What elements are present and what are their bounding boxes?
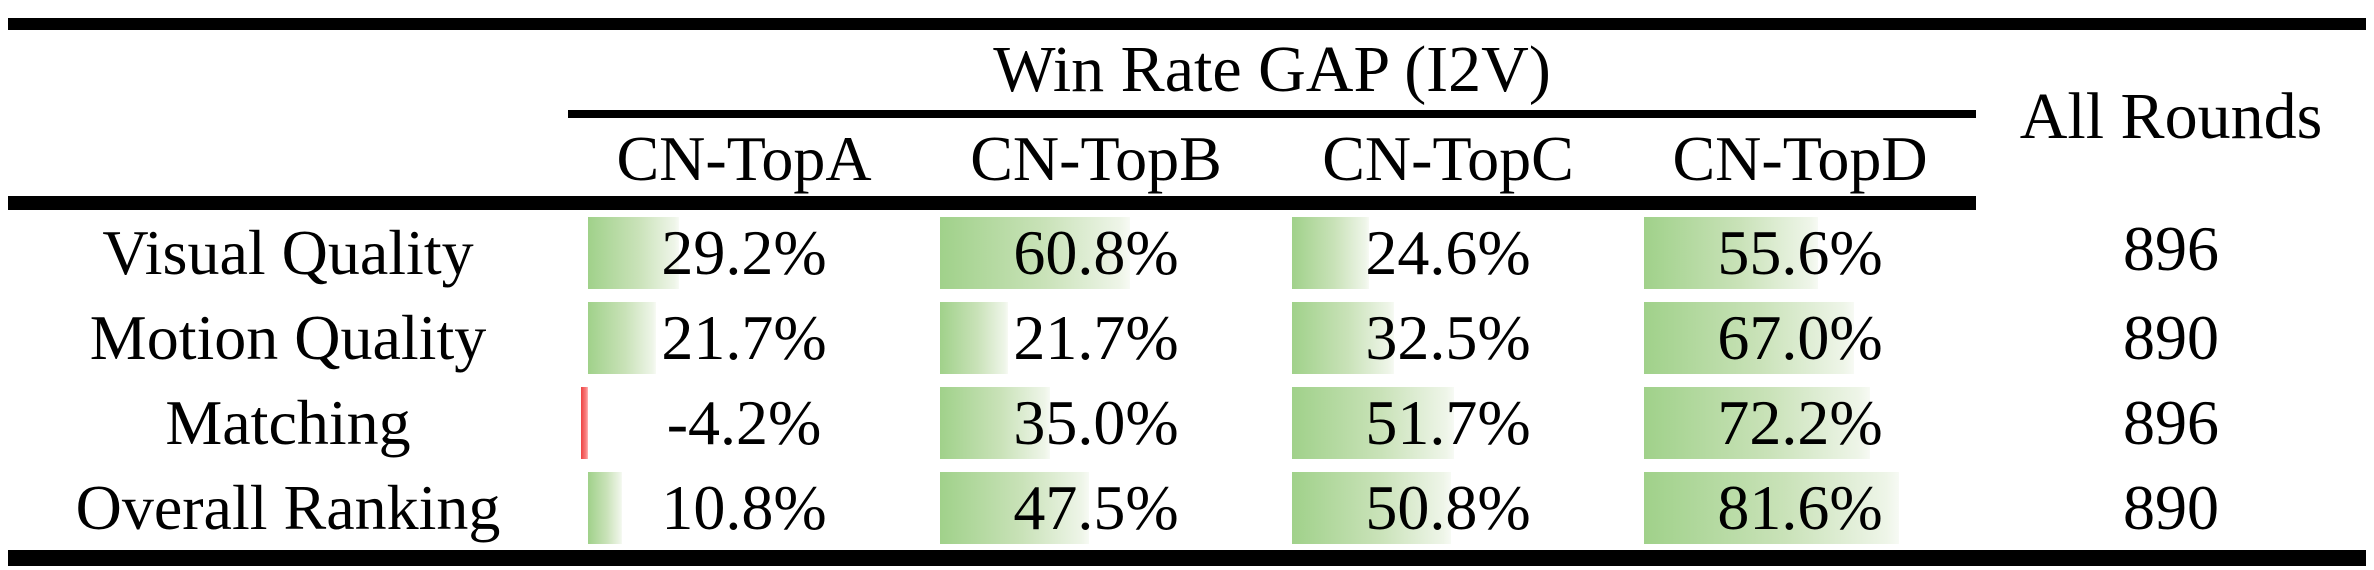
win-rate-value: 50.8% [1365, 471, 1531, 543]
value-cell: 29.2% [568, 203, 920, 295]
bottom-rule [8, 550, 2366, 566]
table-body: Visual Quality 29.2% 60.8% 24.6% 55.6% 896 Mot… [8, 203, 2366, 550]
spanner-row: Win Rate GAP (I2V) All Rounds [8, 30, 2366, 153]
top-rule [8, 18, 2366, 30]
win-rate-value: 32.5% [1365, 301, 1531, 373]
column-header-cn-topb: CN-TopB [920, 114, 1272, 210]
win-rate-value: 47.5% [1013, 471, 1179, 543]
table-header: Win Rate GAP (I2V) All Rounds CN-TopA CN… [8, 30, 2366, 210]
value-cell: 55.6% [1624, 203, 1976, 295]
win-rate-bar [940, 301, 1008, 374]
empty-corner-cell [8, 30, 568, 114]
win-rate-bar [1292, 386, 1454, 459]
win-rate-bar [940, 216, 1130, 289]
column-header-row: CN-TopA CN-TopB CN-TopC CN-TopD [8, 114, 2366, 210]
negative-win-rate-bar [581, 386, 588, 459]
win-rate-bar [1292, 471, 1451, 544]
win-rate-value: 10.8% [661, 471, 827, 543]
win-rate-value: 67.0% [1717, 301, 1883, 373]
all-rounds-header: All Rounds [2019, 79, 2323, 153]
all-rounds-value: 890 [2123, 301, 2219, 373]
win-rate-bar [588, 471, 622, 544]
row-label: Visual Quality [102, 216, 474, 288]
all-rounds-value: 896 [2123, 213, 2219, 284]
all-rounds-value: 896 [2123, 386, 2219, 458]
win-rate-bar [940, 386, 1050, 459]
win-rate-bar [1644, 471, 1899, 544]
value-cell: 35.0% [920, 380, 1272, 465]
win-rate-bar [1644, 386, 1870, 459]
win-rate-value: 29.2% [661, 216, 827, 288]
win-rate-bar [1292, 301, 1394, 374]
table-row: Motion Quality 21.7% 21.7% 32.5% 67.0% 890 [8, 295, 2366, 380]
spanner-header: Win Rate GAP (I2V) [568, 30, 1976, 118]
win-rate-value: 81.6% [1717, 471, 1883, 543]
win-rate-bar [588, 301, 656, 374]
win-rate-value: 21.7% [1013, 301, 1179, 373]
win-rate-table: Win Rate GAP (I2V) All Rounds CN-TopA CN… [8, 30, 2366, 550]
table-row: Matching -4.2% 35.0% 51.7% 72.2% 896 [8, 380, 2366, 465]
column-header-cn-topc: CN-TopC [1272, 114, 1624, 210]
value-cell: -4.2% [568, 380, 920, 465]
win-rate-value: 51.7% [1365, 386, 1531, 458]
value-cell: 21.7% [568, 295, 920, 380]
win-rate-value: 35.0% [1013, 386, 1179, 458]
table-row: Visual Quality 29.2% 60.8% 24.6% 55.6% 896 [8, 203, 2366, 295]
empty-label-header-cell [8, 114, 568, 210]
column-header-cn-topd: CN-TopD [1624, 114, 1976, 210]
value-cell: 51.7% [1272, 380, 1624, 465]
value-cell: 21.7% [920, 295, 1272, 380]
win-rate-value: 72.2% [1717, 386, 1883, 458]
value-cell: 60.8% [920, 203, 1272, 295]
win-rate-value: 55.6% [1717, 216, 1883, 288]
win-rate-value: 21.7% [661, 301, 827, 373]
value-cell: 67.0% [1624, 295, 1976, 380]
win-rate-bar [1644, 216, 1818, 289]
value-cell: 72.2% [1624, 380, 1976, 465]
column-header-cn-topa: CN-TopA [568, 114, 920, 210]
win-rate-bar [1644, 301, 1854, 374]
win-rate-bar [1292, 216, 1369, 289]
value-cell: 24.6% [1272, 203, 1624, 295]
win-rate-value: 60.8% [1013, 216, 1179, 288]
win-rate-value: 24.6% [1365, 216, 1531, 288]
row-label: Matching [165, 386, 411, 458]
value-cell: 32.5% [1272, 295, 1624, 380]
all-rounds-value: 890 [2123, 471, 2219, 543]
win-rate-bar [940, 471, 1089, 544]
win-rate-value: -4.2% [666, 386, 822, 458]
value-cell: 81.6% [1624, 465, 1976, 550]
value-cell: 50.8% [1272, 465, 1624, 550]
row-label: Motion Quality [89, 301, 487, 373]
win-rate-bar [588, 216, 679, 289]
table-row: Overall Ranking 10.8% 47.5% 50.8% 81.6% 890 [8, 465, 2366, 550]
value-cell: 47.5% [920, 465, 1272, 550]
table-container: Win Rate GAP (I2V) All Rounds CN-TopA CN… [8, 18, 2366, 566]
row-label: Overall Ranking [75, 471, 501, 543]
value-cell: 10.8% [568, 465, 920, 550]
